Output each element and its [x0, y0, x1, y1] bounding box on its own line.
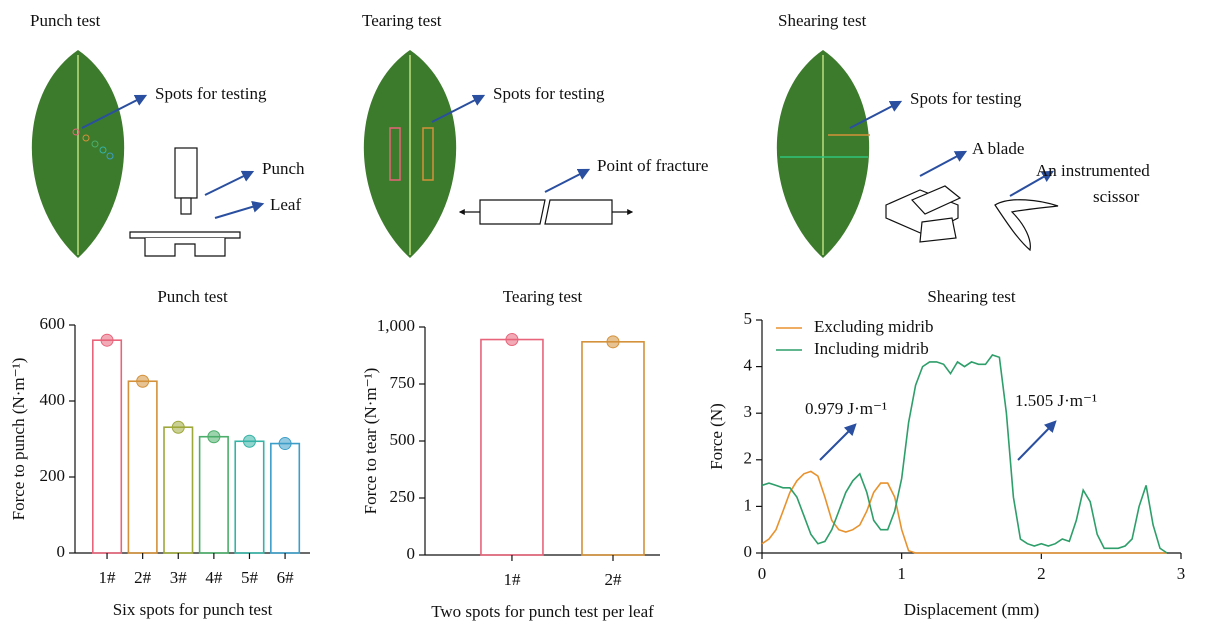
y-tick-label: 2	[744, 449, 753, 468]
y-tick-label: 600	[40, 314, 66, 333]
x-axis-label: Two spots for punch test per leaf	[431, 602, 654, 621]
x-tick-label: 5#	[241, 568, 259, 587]
point	[208, 431, 220, 443]
chart-title: Tearing test	[503, 287, 583, 306]
panel-title: Shearing test	[778, 11, 867, 30]
bar	[582, 342, 644, 555]
chart-title: Punch test	[157, 287, 228, 306]
x-tick-label: 1#	[503, 570, 521, 589]
x-tick-label: 3	[1177, 564, 1186, 583]
y-tick-label: 250	[390, 487, 416, 506]
point	[101, 334, 113, 346]
y-tick-label: 4	[744, 356, 753, 375]
label: Spots for testing	[155, 84, 267, 103]
panel-title: Tearing test	[362, 11, 442, 30]
line	[762, 355, 1167, 553]
chart-title: Shearing test	[927, 287, 1016, 306]
label: Leaf	[270, 195, 301, 214]
bar	[200, 437, 228, 553]
point	[279, 438, 291, 450]
annotation: 1.505 J·m⁻¹	[1015, 391, 1097, 410]
label: A blade	[972, 139, 1024, 158]
y-tick-label: 0	[744, 542, 753, 561]
label: scissor	[1093, 187, 1140, 206]
line	[762, 471, 1167, 553]
charts: Punch test Six spots for punch test Force …	[9, 287, 1185, 621]
point	[137, 375, 149, 387]
bar	[93, 340, 121, 553]
y-axis-label: Force to punch (N·m⁻¹)	[9, 358, 28, 521]
leaf	[364, 50, 456, 258]
y-tick-label: 500	[390, 430, 416, 449]
y-tick-label: 750	[390, 373, 416, 392]
y-tick-label: 3	[744, 402, 753, 421]
x-tick-label: 2#	[134, 568, 152, 587]
point	[243, 435, 255, 447]
y-tick-label: 1,000	[377, 316, 415, 335]
bar	[164, 427, 192, 553]
y-tick-label: 5	[744, 309, 753, 328]
bar	[481, 340, 543, 555]
y-tick-label: 200	[40, 466, 66, 485]
x-tick-label: 1#	[99, 568, 117, 587]
tearing-panel: Tearing test Spots for testing Point of …	[362, 11, 708, 258]
x-axis-label: Displacement (mm)	[904, 600, 1040, 619]
y-axis-label: Force (N)	[707, 403, 726, 470]
punch-panel: Punch test Spots for testing Punch Leaf	[30, 11, 305, 258]
legend-label: Excluding midrib	[814, 317, 933, 336]
x-tick-label: 2	[1037, 564, 1046, 583]
annotation: 0.979 J·m⁻¹	[805, 399, 887, 418]
y-tick-label: 0	[57, 542, 66, 561]
x-tick-label: 1	[897, 564, 906, 583]
label: An instrumented	[1036, 161, 1150, 180]
x-axis-label: Six spots for punch test	[113, 600, 273, 619]
arrow	[820, 425, 855, 460]
point	[607, 336, 619, 348]
legend-label: Including midrib	[814, 339, 929, 358]
bar	[235, 441, 263, 553]
y-tick-label: 400	[40, 390, 66, 409]
leaf	[777, 50, 869, 258]
label: Spots for testing	[910, 89, 1022, 108]
x-tick-label: 2#	[605, 570, 623, 589]
leaf	[32, 50, 124, 258]
x-tick-label: 4#	[205, 568, 223, 587]
point	[172, 421, 184, 433]
shearing-panel: Shearing test Spots for testing A blade …	[777, 11, 1150, 258]
y-tick-label: 1	[744, 495, 753, 514]
point	[506, 334, 518, 346]
y-axis-label: Force to tear (N·m⁻¹)	[361, 368, 380, 515]
label: Spots for testing	[493, 84, 605, 103]
x-tick-label: 6#	[277, 568, 295, 587]
x-tick-label: 3#	[170, 568, 188, 587]
y-tick-label: 0	[407, 544, 416, 563]
panel-title: Punch test	[30, 11, 101, 30]
arrow	[1018, 422, 1055, 460]
bar	[271, 444, 299, 553]
x-tick-label: 0	[758, 564, 767, 583]
bar	[128, 381, 156, 553]
label: Punch	[262, 159, 305, 178]
figure: Punch test Spots for testing Punch Leaf …	[0, 0, 1205, 624]
label: Point of fracture	[597, 156, 708, 175]
